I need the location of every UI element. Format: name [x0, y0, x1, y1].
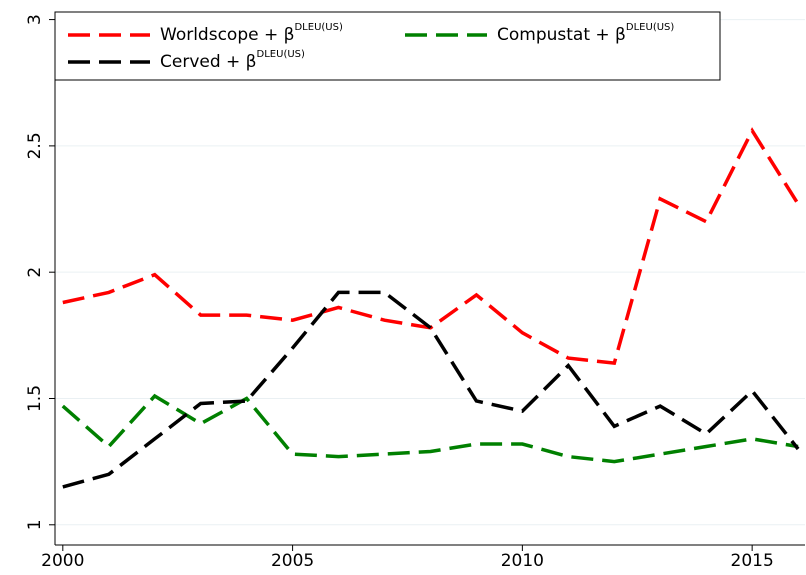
legend-name: Compustat + β: [497, 25, 626, 45]
y-tick-label: 1: [25, 519, 45, 530]
x-tick-label: 2010: [501, 551, 544, 571]
series-line: [62, 290, 800, 489]
y-tick-label: 3: [25, 14, 45, 25]
legend-name: Worldscope + β: [160, 25, 294, 45]
legend-label: Worldscope + βDLEU(US): [160, 22, 343, 45]
legend-sup: DLEU(US): [257, 49, 305, 60]
legend-sup: DLEU(US): [626, 22, 674, 33]
series-line: [61, 393, 799, 464]
legend-box: [54, 11, 721, 81]
legend-label: Cerved + βDLEU(US): [160, 49, 305, 72]
x-tick-label: 2000: [41, 551, 84, 571]
legend-label: Compustat + βDLEU(US): [497, 22, 674, 45]
x-tick-label: 2015: [731, 551, 774, 571]
y-tick-label: 2.5: [25, 132, 45, 159]
x-tick-label: 2005: [271, 551, 314, 571]
legend-sup: DLEU(US): [294, 22, 342, 33]
y-tick-label: 2: [25, 267, 45, 278]
series-line: [62, 127, 800, 366]
y-tick-label: 1.5: [25, 385, 45, 412]
legend-name: Cerved + β: [160, 52, 257, 72]
